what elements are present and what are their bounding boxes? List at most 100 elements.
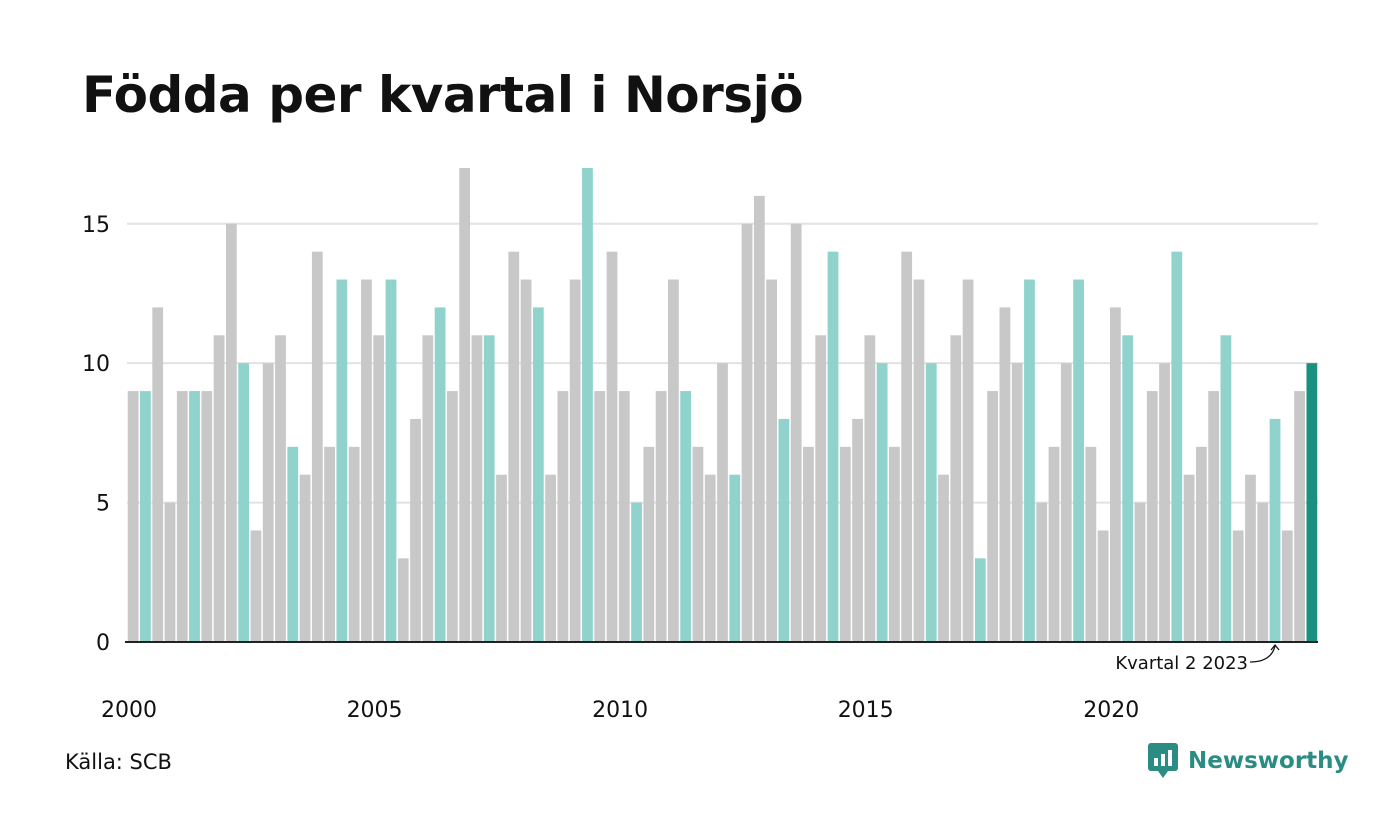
bar: [422, 335, 434, 642]
newsworthy-logo-icon: [1148, 743, 1178, 778]
bar: [250, 530, 262, 642]
bar: [410, 418, 421, 642]
annotation: Kvartal 2 2023: [1115, 643, 1280, 674]
bar: [361, 279, 372, 642]
bar: [348, 446, 360, 642]
bar: [1232, 530, 1244, 642]
bar: [1257, 502, 1269, 642]
bar: [1036, 502, 1048, 642]
bar: [852, 418, 863, 642]
bar: [1220, 335, 1232, 642]
bar: [176, 391, 188, 642]
bar: [606, 251, 618, 642]
bar: [1134, 502, 1146, 642]
x-axis: 2000 2005 2010 2015 2020: [101, 641, 1318, 723]
y-axis: 0 5 10 15: [82, 213, 110, 656]
bar: [1306, 363, 1318, 642]
bar: [164, 502, 176, 642]
bar: [950, 335, 962, 642]
bar: [815, 335, 827, 642]
bar: [275, 335, 286, 642]
bar: [594, 391, 606, 642]
bar: [1294, 391, 1305, 642]
bar: [692, 446, 704, 642]
bar: [962, 279, 974, 642]
bar: [717, 363, 728, 642]
bar: [864, 335, 876, 642]
bar: [127, 391, 139, 642]
bar: [925, 363, 937, 642]
bar: [397, 558, 409, 642]
y-tick-label: 10: [82, 352, 110, 377]
y-tick-label: 5: [96, 492, 110, 517]
brand: Newsworthy: [1148, 743, 1349, 779]
bar: [704, 474, 716, 642]
bar: [839, 446, 851, 642]
bar: [299, 474, 311, 642]
bar: [1269, 418, 1281, 642]
bar: [1024, 279, 1035, 642]
bar: [643, 446, 655, 642]
bar: [520, 279, 532, 642]
bar: [1085, 446, 1097, 642]
bar: [766, 279, 778, 642]
bar: [729, 474, 741, 642]
bar: [1208, 391, 1220, 642]
bar: [1146, 391, 1158, 642]
bar: [1183, 474, 1195, 642]
bar: [741, 223, 753, 642]
annotation-label: Kvartal 2 2023: [1115, 653, 1248, 674]
bar: [1122, 335, 1134, 642]
bar: [987, 391, 999, 642]
bar: [999, 307, 1011, 642]
y-tick-label: 0: [96, 631, 110, 656]
bar: [434, 307, 446, 642]
bar: [152, 307, 164, 642]
annotation-arrowhead: [1270, 643, 1280, 651]
bar: [1159, 363, 1170, 642]
bar: [1195, 446, 1207, 642]
bar: [213, 335, 225, 642]
bar: [655, 391, 667, 642]
x-tick-label: 2010: [592, 698, 648, 723]
bar: [262, 363, 274, 642]
bar: [803, 446, 814, 642]
x-tick-label: 2005: [347, 698, 403, 723]
bar: [938, 474, 949, 642]
bar: [545, 474, 556, 642]
bar: [631, 502, 642, 642]
bar: [201, 391, 213, 642]
bar-chart: 0 5 10 15 2000 2005 2010 2015 2020 Kvartal 2 20…: [82, 168, 1318, 723]
bar: [1171, 251, 1183, 642]
bar: [385, 279, 397, 642]
bar: [471, 335, 483, 642]
annotation-arrow: [1250, 645, 1276, 663]
bar: [508, 251, 520, 642]
bar: [582, 168, 593, 642]
bar: [483, 335, 495, 642]
bar: [373, 335, 385, 642]
bar: [790, 223, 802, 642]
bar: [901, 251, 913, 642]
bar: [827, 251, 839, 642]
bar: [667, 279, 679, 642]
bar: [1110, 307, 1121, 642]
x-tick-label: 2020: [1083, 698, 1139, 723]
bar: [1048, 446, 1060, 642]
bar: [336, 279, 348, 642]
bar: [1060, 363, 1072, 642]
bar: [532, 307, 544, 642]
bar: [680, 391, 692, 642]
bar: [446, 391, 458, 642]
bar: [225, 223, 237, 642]
bar: [459, 168, 471, 642]
bar: [1073, 279, 1084, 642]
x-tick-label: 2015: [838, 698, 894, 723]
bar: [557, 391, 569, 642]
bar: [1281, 530, 1293, 642]
bar: [496, 474, 507, 642]
bar: [876, 363, 888, 642]
bar: [287, 446, 299, 642]
bar: [189, 391, 200, 642]
bar: [974, 558, 986, 642]
